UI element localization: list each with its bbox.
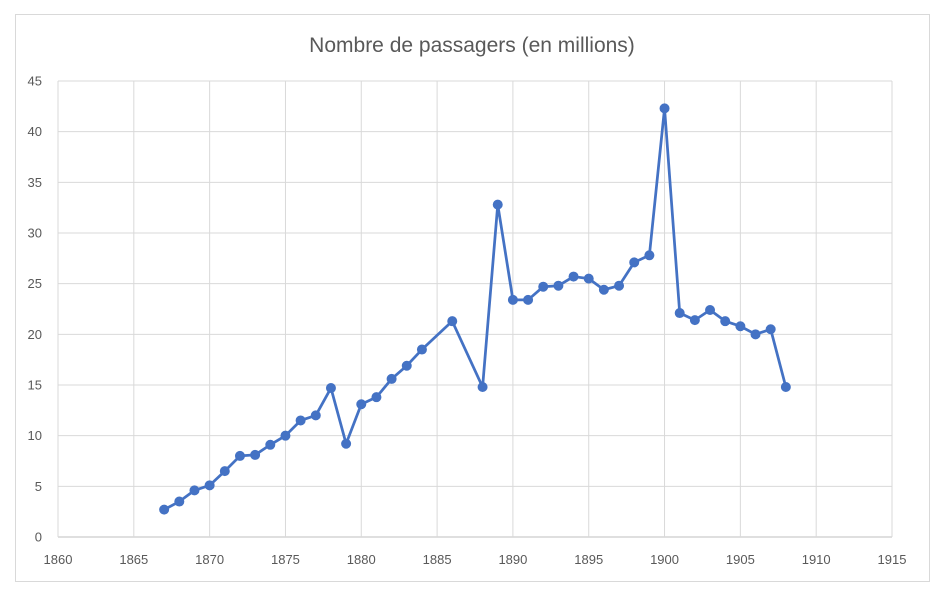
data-point	[659, 103, 670, 114]
data-point	[386, 373, 397, 384]
chart-title: Nombre de passagers (en millions)	[309, 34, 635, 57]
data-point	[705, 305, 716, 316]
y-tick-label: 5	[35, 479, 42, 494]
x-axis-tick-labels: 1860 1865 1870 1875 1880 1885 1890 1895 1900 1905…	[44, 552, 907, 567]
data-point	[644, 250, 655, 261]
data-point	[507, 294, 518, 305]
data-point	[780, 382, 791, 393]
data-point	[629, 257, 640, 268]
data-point	[219, 466, 230, 477]
y-tick-label: 20	[28, 327, 42, 342]
y-tick-label: 15	[28, 378, 42, 393]
x-tick-label: 1870	[195, 552, 224, 567]
x-tick-label: 1900	[650, 552, 679, 567]
y-tick-label: 25	[28, 276, 42, 291]
data-point	[416, 344, 427, 355]
y-tick-label: 40	[28, 124, 42, 139]
data-point	[310, 410, 321, 421]
y-tick-label: 0	[35, 530, 42, 545]
data-point	[204, 480, 215, 491]
data-point	[250, 449, 261, 460]
x-tick-label: 1890	[498, 552, 527, 567]
x-tick-label: 1860	[44, 552, 73, 567]
y-tick-label: 30	[28, 226, 42, 241]
x-tick-label: 1895	[574, 552, 603, 567]
data-point	[401, 360, 412, 371]
data-point	[174, 496, 185, 507]
data-point	[356, 399, 367, 410]
series-group	[159, 103, 791, 515]
data-point	[295, 415, 306, 426]
x-tick-label: 1880	[347, 552, 376, 567]
data-point	[765, 324, 776, 335]
y-tick-label: 35	[28, 175, 42, 190]
data-point	[523, 294, 534, 305]
data-point	[583, 273, 594, 284]
data-point	[720, 316, 731, 327]
data-point	[674, 308, 685, 319]
gridlines	[57, 80, 893, 538]
data-point	[689, 315, 700, 326]
data-point	[477, 382, 488, 393]
x-tick-label: 1865	[119, 552, 148, 567]
data-point	[280, 430, 291, 441]
data-point	[234, 450, 245, 461]
x-tick-label: 1885	[423, 552, 452, 567]
x-tick-label: 1875	[271, 552, 300, 567]
data-point	[371, 392, 382, 403]
y-tick-label: 10	[28, 428, 42, 443]
x-tick-label: 1910	[802, 552, 831, 567]
data-point	[492, 199, 503, 210]
data-point	[325, 383, 336, 394]
data-point	[538, 281, 549, 292]
data-point	[598, 284, 609, 295]
series-line	[162, 106, 788, 512]
data-point	[265, 439, 276, 450]
data-point	[447, 316, 458, 327]
y-tick-label: 45	[28, 74, 42, 89]
data-point	[189, 485, 200, 496]
data-point	[553, 280, 564, 291]
x-tick-label: 1915	[878, 552, 907, 567]
data-point	[614, 280, 625, 291]
data-point	[735, 321, 746, 332]
x-tick-label: 1905	[726, 552, 755, 567]
chart-frame	[15, 14, 930, 582]
data-point	[750, 329, 761, 340]
y-axis-tick-labels: 0 5 10 15 20 25 30 35 40 45	[28, 74, 42, 545]
data-point	[568, 271, 579, 282]
data-point	[159, 504, 170, 515]
data-point	[341, 438, 352, 449]
